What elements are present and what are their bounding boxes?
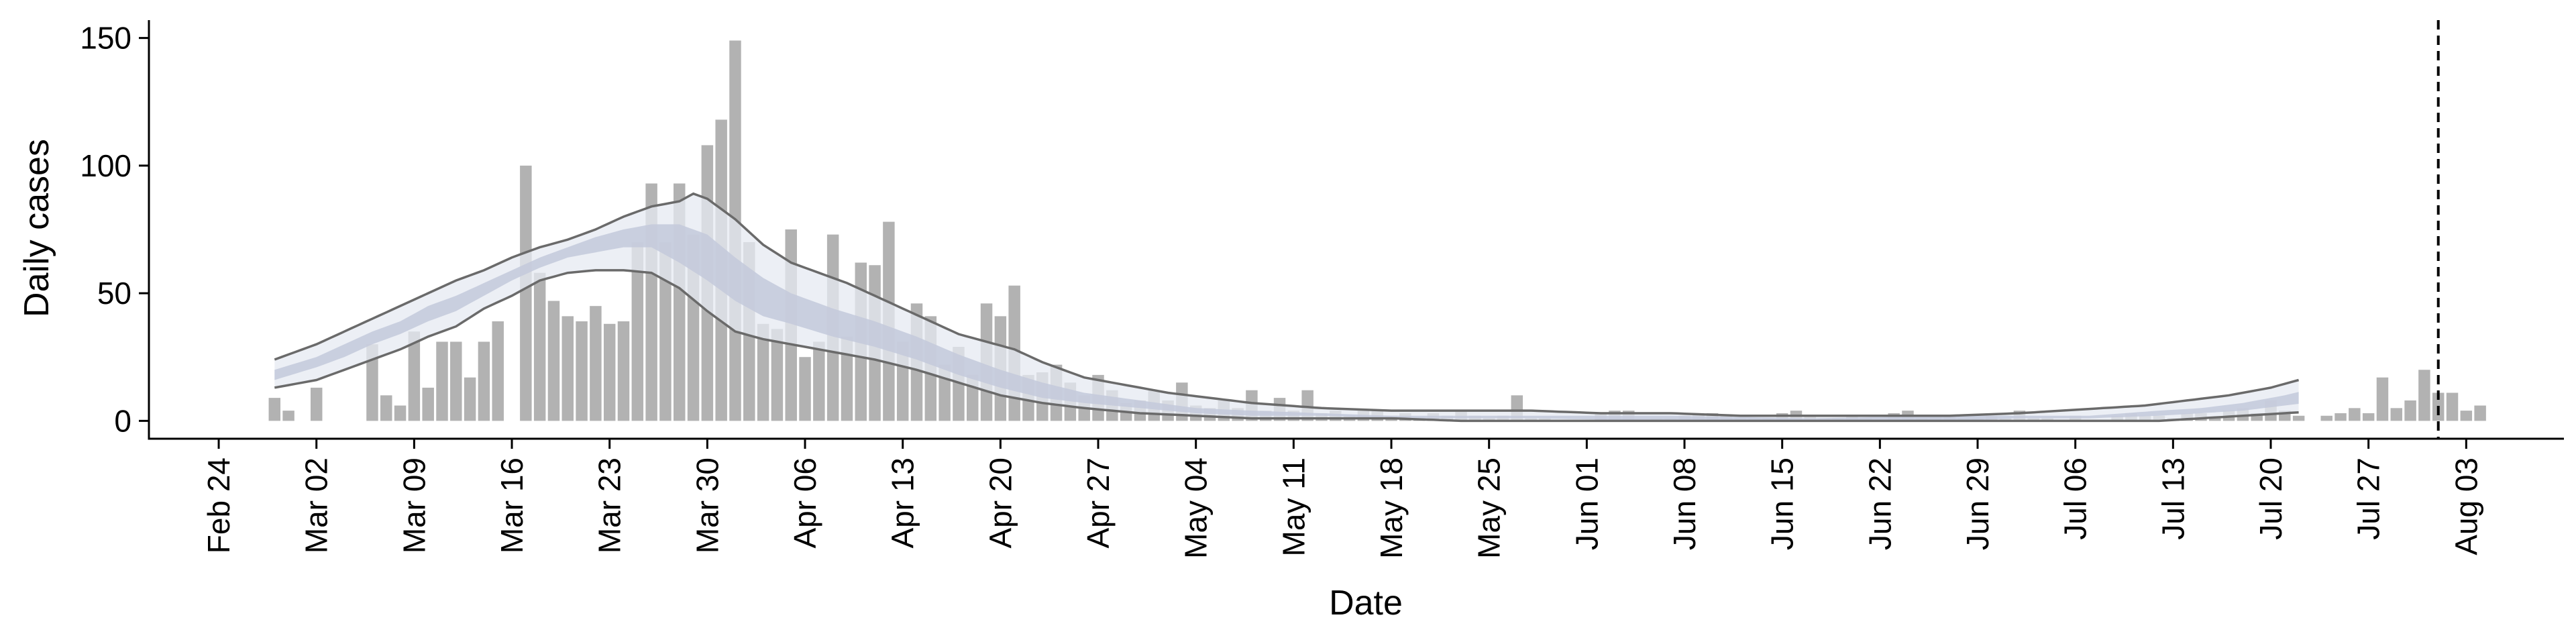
axes bbox=[148, 20, 2564, 440]
bar bbox=[590, 306, 602, 421]
x-tick-label: Jun 29 bbox=[1960, 458, 1995, 550]
bar bbox=[492, 321, 504, 421]
upper-bound-line bbox=[274, 192, 2300, 417]
bar bbox=[2320, 415, 2332, 421]
x-tick-label: Mar 30 bbox=[690, 458, 724, 553]
bar bbox=[2292, 415, 2305, 421]
bar bbox=[394, 405, 407, 421]
bar bbox=[547, 301, 560, 421]
bar bbox=[2349, 408, 2361, 421]
x-tick-label: Jul 27 bbox=[2351, 458, 2386, 540]
x-tick-label: Feb 24 bbox=[201, 458, 236, 553]
bar bbox=[2362, 413, 2375, 421]
y-tick-label: 150 bbox=[80, 21, 131, 56]
x-tick-label: Apr 27 bbox=[1081, 458, 1116, 549]
bar bbox=[757, 323, 769, 421]
y-tick-label: 50 bbox=[97, 276, 131, 311]
x-tick-label: Jun 22 bbox=[1862, 458, 1897, 550]
x-tick-label: Mar 09 bbox=[396, 458, 431, 553]
bar bbox=[310, 387, 323, 421]
bar bbox=[603, 323, 616, 421]
bar bbox=[2404, 400, 2416, 421]
bar bbox=[841, 336, 853, 421]
x-tick-label: Mar 02 bbox=[299, 458, 334, 553]
bar bbox=[408, 331, 421, 421]
bar bbox=[561, 316, 574, 421]
bar bbox=[576, 321, 588, 421]
bar bbox=[2390, 408, 2403, 421]
bar bbox=[2334, 413, 2347, 421]
bar bbox=[436, 341, 448, 421]
x-tick-label: Apr 13 bbox=[885, 458, 920, 549]
bar bbox=[450, 341, 462, 421]
x-tick-label: Jul 20 bbox=[2253, 458, 2288, 540]
bar bbox=[617, 321, 630, 421]
bar bbox=[380, 395, 392, 421]
x-tick-label: May 11 bbox=[1276, 458, 1311, 556]
x-tick-label: May 25 bbox=[1472, 458, 1507, 559]
x-tick-label: Mar 23 bbox=[592, 458, 627, 553]
x-axis-title: Date bbox=[1329, 584, 1403, 623]
y-axis-title: Daily cases bbox=[17, 139, 56, 317]
bar bbox=[813, 341, 825, 421]
bar bbox=[533, 272, 546, 421]
bar bbox=[2251, 413, 2263, 421]
y-tick-label: 0 bbox=[114, 403, 131, 438]
x-tick-label: Jul 06 bbox=[2058, 458, 2093, 540]
x-tick-label: Aug 03 bbox=[2449, 458, 2483, 555]
bar bbox=[2446, 392, 2459, 421]
bar bbox=[282, 411, 294, 421]
y-tick-label: 100 bbox=[80, 148, 131, 183]
x-tick-label: Jun 08 bbox=[1667, 458, 1702, 550]
x-tick-label: Apr 06 bbox=[788, 458, 822, 549]
y-ticks: 0 50 100 150 bbox=[80, 21, 149, 438]
x-tick-label: May 04 bbox=[1179, 458, 1214, 559]
x-tick-label: Jun 15 bbox=[1765, 458, 1800, 550]
x-tick-label: Apr 20 bbox=[983, 458, 1018, 549]
bar bbox=[631, 242, 644, 421]
bar bbox=[2474, 405, 2486, 421]
bar bbox=[2209, 418, 2221, 421]
bar bbox=[268, 398, 281, 421]
estimate-bands bbox=[274, 192, 2300, 423]
lower-bound-line bbox=[274, 269, 2299, 423]
x-ticks: Feb 24 Mar 02 Mar 09 Mar 16 Mar 23 Mar 30 Apr … bbox=[201, 439, 2483, 559]
bar bbox=[464, 377, 476, 421]
bar bbox=[422, 387, 434, 421]
bar bbox=[2418, 370, 2430, 421]
bar bbox=[2376, 377, 2389, 421]
bar bbox=[520, 165, 532, 421]
bar bbox=[799, 357, 811, 421]
bar bbox=[659, 242, 672, 421]
bar bbox=[366, 344, 378, 421]
x-tick-label: May 18 bbox=[1374, 458, 1409, 559]
bar bbox=[478, 341, 490, 421]
x-tick-label: Jun 01 bbox=[1569, 458, 1604, 550]
x-tick-label: Mar 16 bbox=[494, 458, 529, 553]
bar bbox=[771, 329, 784, 421]
x-tick-label: Jul 13 bbox=[2155, 458, 2190, 540]
bar bbox=[2460, 411, 2473, 421]
